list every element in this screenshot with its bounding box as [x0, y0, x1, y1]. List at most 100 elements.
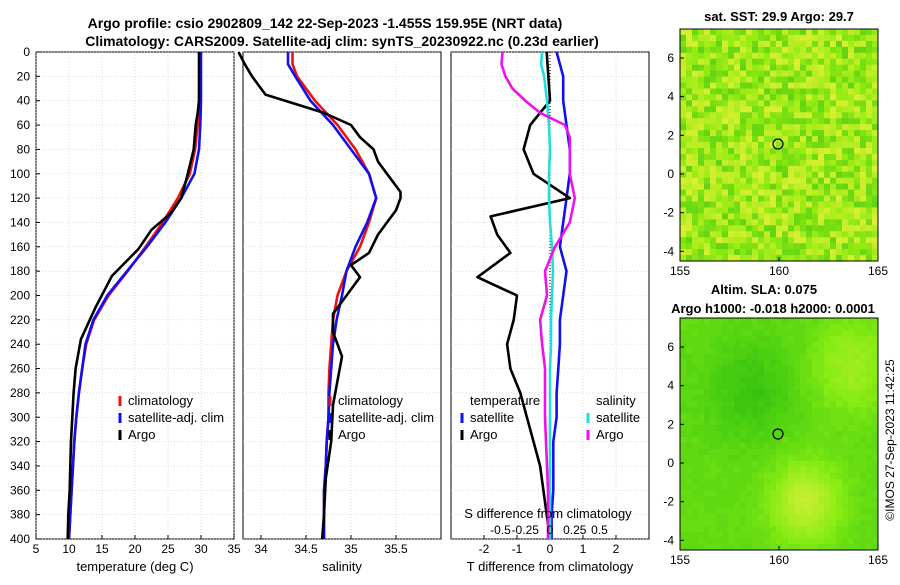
sla-map-cell	[860, 520, 867, 527]
sla-map-cell	[812, 419, 819, 426]
sla-map-cell	[746, 329, 753, 337]
sst-map-cell	[806, 136, 813, 143]
sla-map-cell	[692, 413, 699, 420]
sla-map-cell	[710, 347, 717, 355]
sst-map-cell	[758, 249, 765, 256]
sst-map-cell	[800, 64, 807, 72]
depth-tick-label: 40	[17, 94, 31, 108]
sla-map-cell	[782, 514, 789, 521]
sla-map-cell	[758, 478, 765, 485]
sst-map-xtick-label: 165	[868, 264, 888, 278]
sst-map-cell	[854, 100, 861, 107]
sla-map-cell	[704, 442, 711, 450]
sst-map-cell	[722, 142, 729, 149]
sst-map-cell	[830, 29, 837, 36]
sst-map-cell	[872, 82, 879, 89]
sst-map-cell	[728, 189, 735, 196]
sst-map-cell	[776, 237, 783, 244]
sst-map-cell	[764, 40, 771, 48]
sla-map-cell	[794, 520, 801, 527]
sla-map-cell	[770, 484, 777, 491]
sla-map-cell	[836, 496, 843, 503]
sst-map-cell	[806, 171, 813, 179]
sla-map-cell	[776, 335, 783, 343]
sla-map-cell	[740, 526, 747, 533]
sst-map-cell	[686, 29, 693, 36]
sla-map-cell	[836, 484, 843, 491]
sst-map-cell	[812, 147, 819, 155]
sst-map-cell	[824, 142, 831, 149]
sla-map-cell	[812, 371, 819, 378]
sst-map-cell	[734, 112, 741, 119]
sla-map-cell	[782, 448, 789, 456]
sla-map-cell	[698, 454, 705, 462]
sst-map-cell	[872, 255, 879, 262]
sst-map-cell	[746, 159, 753, 167]
sst-map-cell	[704, 183, 711, 191]
sla-map-cell	[740, 413, 747, 420]
sst-map-cell	[740, 153, 747, 161]
sst-map-cell	[866, 207, 873, 214]
sla-map-cell	[848, 466, 855, 474]
sst-map-cell	[686, 130, 693, 137]
sla-map-cell	[794, 401, 801, 408]
sla-map-cell	[764, 472, 771, 480]
sst-map-cell	[806, 153, 813, 161]
sst-map-cell	[734, 124, 741, 131]
sla-map-cell	[860, 472, 867, 480]
sla-map-cell	[734, 472, 741, 480]
sst-map-cell	[686, 159, 693, 167]
sla-map-cell	[806, 472, 813, 480]
sla-map-cell	[800, 484, 807, 491]
sla-map-cell	[794, 454, 801, 462]
sst-map-cell	[836, 64, 843, 72]
sla-map-cell	[680, 538, 687, 545]
sla-map-cell	[728, 526, 735, 533]
sst-map-cell	[698, 171, 705, 179]
sst-map-cell	[770, 118, 777, 125]
sst-map-cell	[812, 40, 819, 48]
sla-map-cell	[848, 425, 855, 432]
sla-map-cell	[800, 502, 807, 509]
sla-map-cell	[782, 389, 789, 396]
sst-map-cell	[866, 237, 873, 244]
sst-map-cell	[716, 130, 723, 137]
sla-map-cell	[698, 353, 705, 361]
sla-map-cell	[782, 347, 789, 355]
sst-map-cell	[698, 29, 705, 36]
sst-map-cell	[806, 130, 813, 137]
sst-map-cell	[722, 207, 729, 214]
sst-map-cell	[830, 153, 837, 161]
sst-map-cell	[746, 195, 753, 202]
sla-map-cell	[824, 472, 831, 480]
sst-map-cell	[758, 207, 765, 214]
sst-map-cell	[866, 88, 873, 95]
sst-map-cell	[848, 225, 855, 232]
sst-map-cell	[728, 124, 735, 131]
sst-map-cell	[824, 195, 831, 202]
sst-map-cell	[680, 195, 687, 202]
sst-map-cell	[698, 237, 705, 244]
sla-map-cell	[752, 347, 759, 355]
sst-map-cell	[842, 52, 849, 60]
sst-map-cell	[836, 225, 843, 232]
sst-map-cell	[698, 219, 705, 226]
sla-map-cell	[764, 496, 771, 503]
sla-map-cell	[764, 514, 771, 521]
sla-map-cell	[854, 377, 861, 384]
sla-map-cell	[722, 544, 729, 551]
sla-map-cell	[872, 472, 879, 480]
sst-map-cell	[806, 147, 813, 155]
sla-map-cell	[698, 419, 705, 426]
sla-map-cell	[854, 383, 861, 390]
legend-argo-label: Argo	[128, 427, 155, 442]
difference-s-xtick-label: -0.25	[512, 523, 540, 537]
sla-map-cell	[854, 538, 861, 545]
sst-map-cell	[776, 213, 783, 220]
sla-map-ytick-label: -2	[663, 495, 674, 509]
sst-map-cell	[848, 165, 855, 173]
sla-map-cell	[866, 353, 873, 361]
sla-map-cell	[788, 383, 795, 390]
sla-map-cell	[872, 353, 879, 361]
sst-map-cell	[692, 82, 699, 89]
